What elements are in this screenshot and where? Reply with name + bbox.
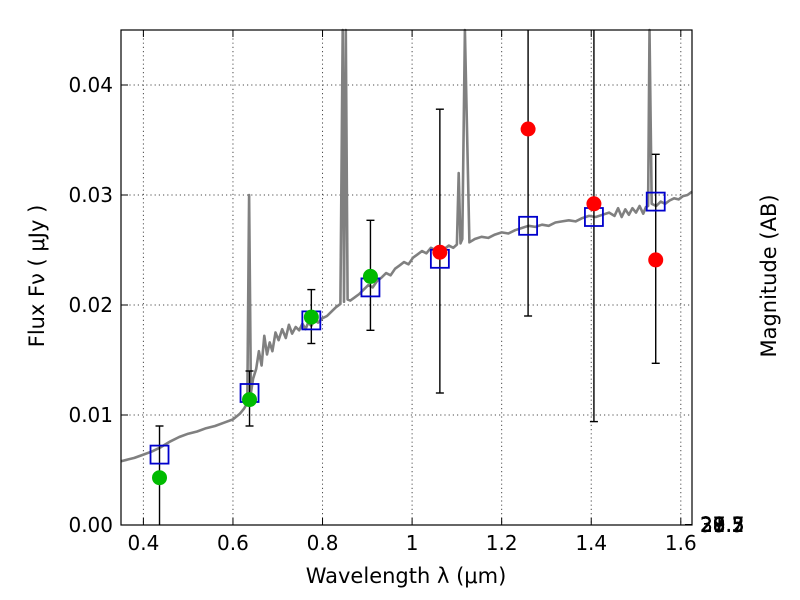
- plot-frame: [120, 29, 693, 526]
- right-tick-label: 31: [700, 513, 725, 537]
- right-tick-label: 28: [700, 513, 725, 537]
- right-tick-label: 28.2: [700, 513, 745, 537]
- spectrum-layer: [120, 28, 693, 463]
- x-tick-label: 1.2: [486, 531, 518, 555]
- grid-lines: [121, 30, 692, 526]
- y-axis-label: Flux Fν ( μJy ): [25, 205, 49, 348]
- y-tick-label: 0.03: [68, 183, 113, 207]
- detection-point: [362, 268, 378, 284]
- photometry-red-point: [432, 244, 448, 260]
- x-tick-label: 0.6: [217, 531, 249, 555]
- right-tick-label: 29: [700, 513, 725, 537]
- tick-layer: 0.4 0.6 0.8 1 1.2 1.4 1.6 0.00 0.01 0.02 0.03 0.04 2…: [68, 30, 745, 555]
- x-axis-label: Wavelength λ (μm): [306, 564, 507, 588]
- y-tick-label: 0.00: [68, 513, 113, 537]
- detection-point: [152, 470, 168, 486]
- x-tick-label: 1.4: [575, 531, 607, 555]
- detection-point: [242, 392, 258, 408]
- detection-point: [303, 309, 319, 325]
- photometry-red-point: [586, 196, 602, 212]
- spectrum-line: [120, 28, 693, 463]
- photometry-red-point: [520, 121, 536, 137]
- x-tick-label: 0.4: [127, 531, 159, 555]
- right-tick-label: 29.5: [700, 513, 745, 537]
- model-square-marker: [149, 444, 170, 465]
- x-tick-label: 1: [406, 531, 419, 555]
- y-tick-label: 0.02: [68, 293, 113, 317]
- y-tick-label: 0.01: [68, 403, 113, 427]
- model-square-marker: [645, 191, 666, 212]
- right-axis-label: Magnitude (AB): [757, 194, 781, 357]
- right-tick-label: 27.5: [700, 513, 745, 537]
- x-tick-label: 1.6: [665, 531, 697, 555]
- photometry-red-point: [648, 252, 664, 268]
- model-square-marker: [518, 215, 538, 236]
- right-tick-label: 28.5: [700, 513, 745, 537]
- right-tick-label: 30: [700, 513, 725, 537]
- point-layer: [152, 121, 664, 486]
- y-tick-label: 0.04: [68, 73, 113, 97]
- right-tick-label: 27.7: [700, 513, 745, 537]
- right-tick-label: 27.3: [700, 513, 745, 537]
- x-tick-label: 0.8: [307, 531, 339, 555]
